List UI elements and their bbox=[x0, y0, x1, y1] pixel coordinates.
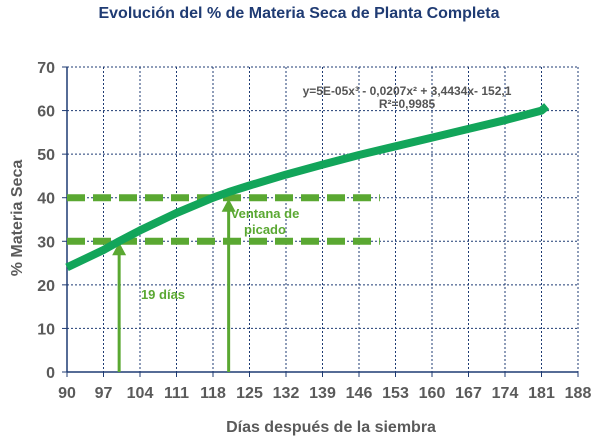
x-tick-label: 132 bbox=[273, 385, 300, 402]
y-tick-label: 70 bbox=[37, 60, 55, 77]
x-tick-label: 97 bbox=[95, 385, 113, 402]
chart-title: Evolución del % de Materia Seca de Plant… bbox=[98, 5, 499, 22]
fitted-curve bbox=[65, 103, 550, 272]
days-label: 19 días bbox=[141, 287, 185, 302]
r-squared-text: R²=0,9985 bbox=[379, 97, 436, 111]
x-tick-label: 167 bbox=[455, 385, 482, 402]
x-tick-label: 139 bbox=[309, 385, 336, 402]
equation-text: y=5E-05x³ - 0,0207x² + 3,4434x- 152,1 bbox=[303, 84, 512, 98]
x-tick-label: 188 bbox=[565, 385, 592, 402]
x-tick-label: 160 bbox=[419, 385, 446, 402]
x-tick-label: 125 bbox=[236, 385, 263, 402]
y-axis-label: % Materia Seca bbox=[9, 160, 26, 277]
y-tick-label: 0 bbox=[46, 365, 55, 382]
y-tick-label: 10 bbox=[37, 321, 55, 338]
y-tick-label: 60 bbox=[37, 104, 55, 121]
x-tick-label: 174 bbox=[492, 385, 519, 402]
x-tick-label: 104 bbox=[127, 385, 154, 402]
y-tick-label: 50 bbox=[37, 147, 55, 164]
y-tick-label: 20 bbox=[37, 278, 55, 295]
arrow-head bbox=[221, 198, 236, 212]
window-label-line2: picado bbox=[244, 222, 286, 237]
x-tick-labels: 90 97 104 111 118 125 132 139 146 153 160 167 174 181… bbox=[58, 385, 591, 402]
x-tick-label: 153 bbox=[382, 385, 409, 402]
x-tick-label: 146 bbox=[346, 385, 373, 402]
window-label-line1: Ventana de bbox=[231, 206, 300, 221]
x-tick-label: 90 bbox=[58, 385, 76, 402]
reference-lines bbox=[67, 194, 380, 245]
x-tick-label: 181 bbox=[528, 385, 555, 402]
grid bbox=[62, 66, 579, 377]
y-tick-label: 30 bbox=[37, 234, 55, 251]
y-tick-labels: 0 10 20 30 40 50 60 70 bbox=[37, 60, 55, 382]
x-axis-label: Días después de la siembra bbox=[226, 419, 436, 436]
arrows bbox=[112, 198, 236, 372]
arrow-head bbox=[112, 242, 127, 256]
x-tick-label: 111 bbox=[164, 385, 189, 402]
series-line bbox=[65, 103, 550, 272]
y-tick-label: 40 bbox=[37, 191, 55, 208]
x-tick-label: 118 bbox=[200, 385, 226, 402]
